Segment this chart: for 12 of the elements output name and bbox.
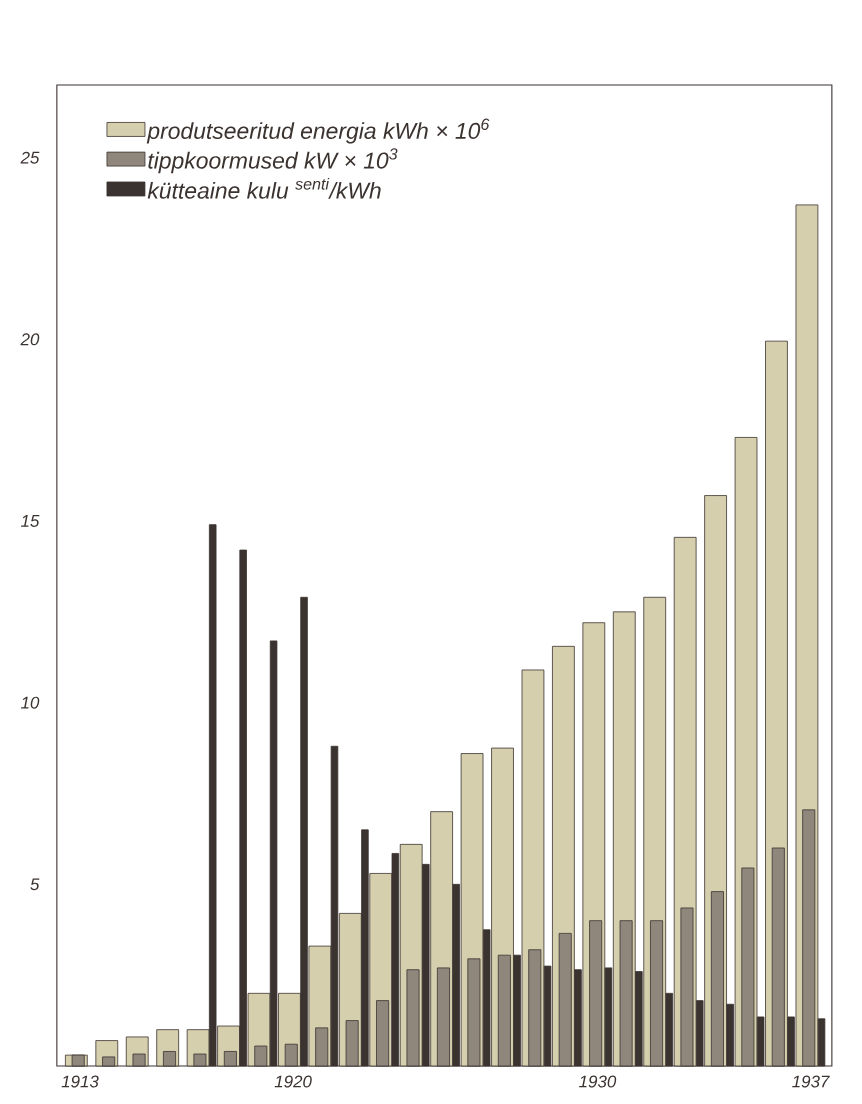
x-tick-label: 1913 [61,1075,99,1088]
legend-label: kütteaine kulu $^{senti}$/kWh [147,177,381,199]
y-tick-label: 15 [21,515,40,527]
y-tick-label: 20 [20,333,40,346]
x-tick-label: 1937 [792,1075,830,1088]
x-tick-label: 1920 [274,1075,312,1088]
y-tick-label: 25 [20,151,40,164]
y-tick-label: 10 [21,696,40,709]
y-tick-label: 5 [30,878,40,891]
legend-label: tippkoormused kW × 10$^{3}$ [148,148,398,174]
legend-label: produtseeritud energia kWh × 10$^{6}$ [146,118,490,144]
x-tick-label: 1930 [579,1075,617,1088]
